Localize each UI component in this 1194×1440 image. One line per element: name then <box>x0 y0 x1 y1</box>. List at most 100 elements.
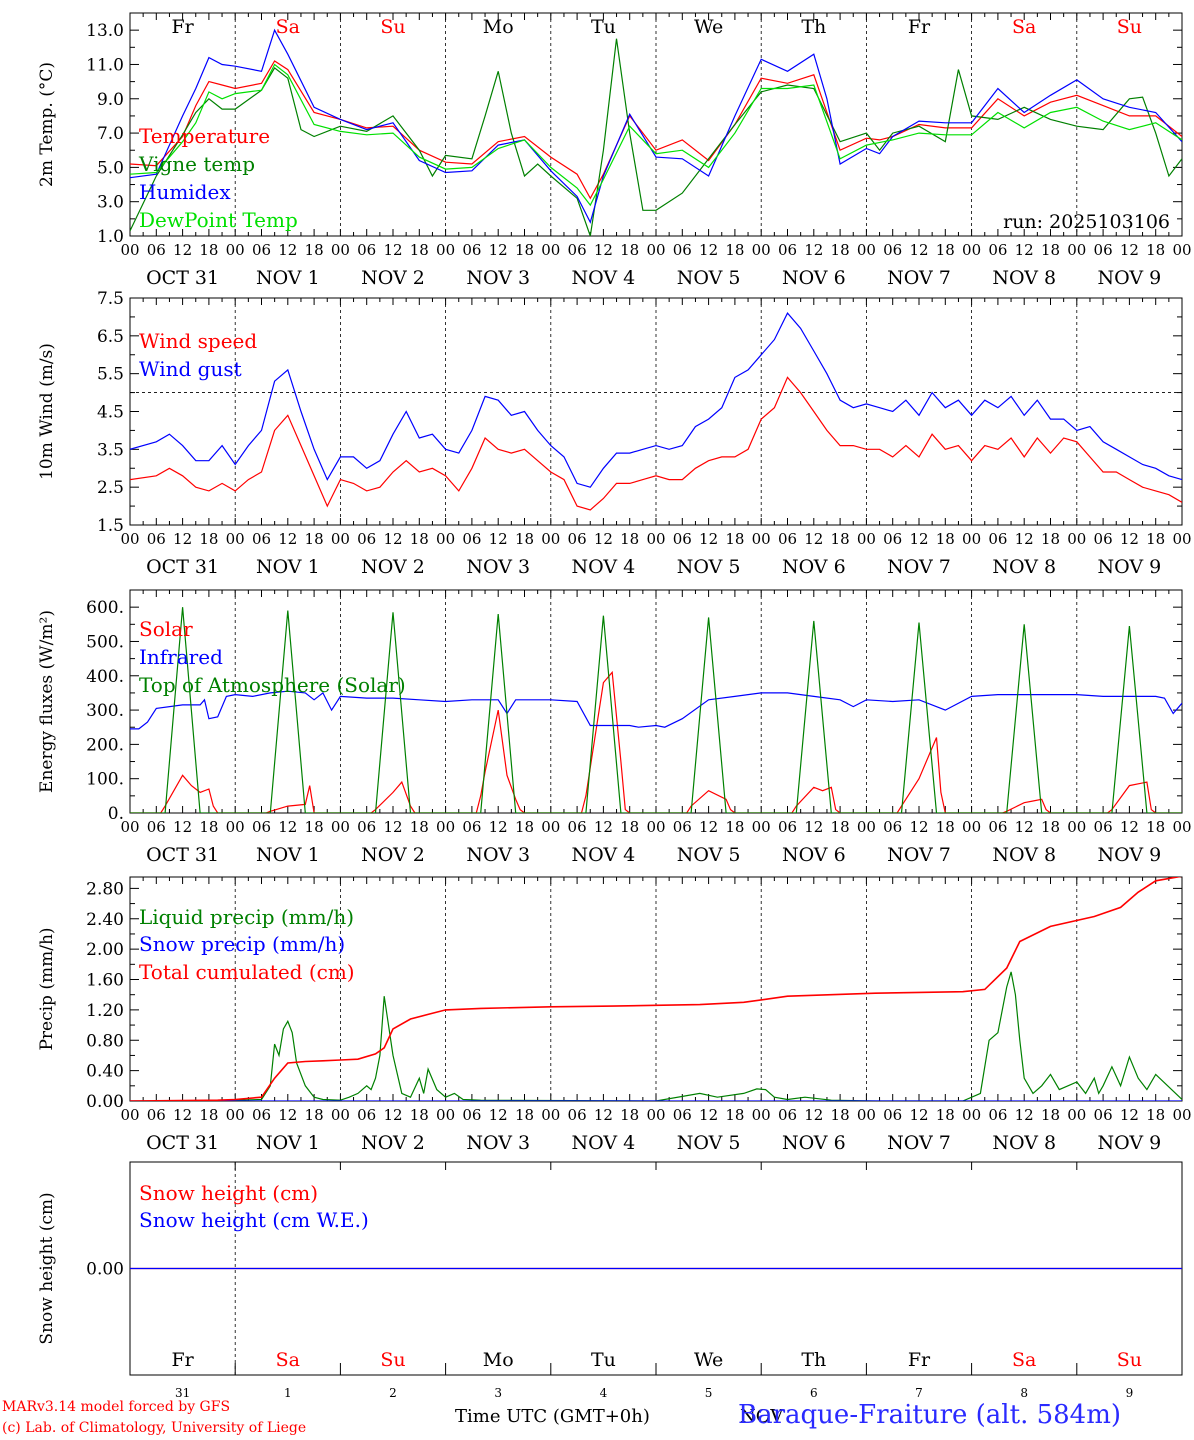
hour-label: 00 <box>752 530 771 548</box>
hour-label: 12 <box>383 1106 402 1124</box>
hour-label: 06 <box>147 818 166 836</box>
legend-snow-height-cm-: Snow height (cm) <box>139 1181 318 1205</box>
day-number-label: 9 <box>1126 1386 1134 1400</box>
hour-label: 18 <box>515 241 534 259</box>
hour-label: 00 <box>962 530 981 548</box>
hour-label: 18 <box>831 530 850 548</box>
weekday-label-top: Mo <box>483 16 514 38</box>
series-group <box>130 312 1182 511</box>
date-label: OCT 31 <box>146 1132 219 1154</box>
hour-label: 12 <box>909 530 928 548</box>
hour-label: 12 <box>909 1106 928 1124</box>
hour-label: 18 <box>1146 818 1165 836</box>
hour-label: 06 <box>568 818 587 836</box>
date-label: NOV 6 <box>782 267 846 289</box>
hour-label: 18 <box>620 818 639 836</box>
hour-label: 00 <box>857 1106 876 1124</box>
hour-label: 06 <box>357 241 376 259</box>
hour-label: 06 <box>673 818 692 836</box>
weekday-label-bottom: Tu <box>591 1349 616 1371</box>
hour-label: 00 <box>436 818 455 836</box>
hour-label: 18 <box>305 241 324 259</box>
y-tick-label: 7.5 <box>97 289 124 309</box>
weekday-label-top: Fr <box>171 16 194 38</box>
weekday-label-bottom: Mo <box>483 1349 514 1371</box>
y-tick-label: 0.00 <box>86 1260 124 1280</box>
hour-label: 06 <box>673 241 692 259</box>
hour-label: 12 <box>699 818 718 836</box>
hour-label: 00 <box>646 241 665 259</box>
hour-label: 00 <box>120 1106 139 1124</box>
series-line-dewpoint-temp <box>130 63 1182 207</box>
hour-label: 00 <box>857 818 876 836</box>
y-axis-label: 10m Wind (m/s) <box>37 343 57 480</box>
hour-label: 00 <box>120 530 139 548</box>
series-line-humidex <box>130 28 1182 224</box>
hour-label: 18 <box>620 530 639 548</box>
hour-label: 12 <box>909 241 928 259</box>
hour-label: 18 <box>936 530 955 548</box>
y-tick-label: 2.40 <box>86 910 124 930</box>
weekday-label-bottom: Fr <box>908 1349 931 1371</box>
date-label: NOV 3 <box>466 844 530 866</box>
legend-snow-precip-mm-h-: Snow precip (mm/h) <box>139 932 345 956</box>
y-tick-label: 9.0 <box>97 90 124 110</box>
hour-label: 12 <box>1120 1106 1139 1124</box>
weekday-label-top: Sa <box>1012 16 1036 38</box>
day-number-label: 3 <box>494 1386 502 1400</box>
hour-label: 18 <box>410 818 429 836</box>
date-label: OCT 31 <box>146 267 219 289</box>
date-label: NOV 6 <box>782 556 846 578</box>
hour-label: 06 <box>568 241 587 259</box>
hour-label: 06 <box>462 530 481 548</box>
hour-label: 06 <box>252 1106 271 1124</box>
y-tick-label: 1.0 <box>97 227 124 247</box>
hour-label: 18 <box>305 1106 324 1124</box>
date-label: NOV 4 <box>572 556 636 578</box>
y-tick-label: 400. <box>86 667 124 687</box>
day-number-label: 2 <box>389 1386 397 1400</box>
legend-humidex: Humidex <box>139 180 231 204</box>
hour-label: 12 <box>489 530 508 548</box>
hour-label: 12 <box>278 818 297 836</box>
hour-label: 12 <box>594 818 613 836</box>
hour-label: 18 <box>725 530 744 548</box>
hour-label: 12 <box>804 1106 823 1124</box>
hour-label: 06 <box>568 530 587 548</box>
hour-label: 18 <box>515 818 534 836</box>
hour-label: 12 <box>173 530 192 548</box>
hour-label: 00 <box>752 1106 771 1124</box>
legend-wind-speed: Wind speed <box>139 329 257 353</box>
hour-label: 00 <box>120 818 139 836</box>
hour-label: 00 <box>857 241 876 259</box>
y-tick-label: 500. <box>86 632 124 652</box>
hour-label: 00 <box>1067 818 1086 836</box>
hour-label: 18 <box>199 1106 218 1124</box>
legend-dewpoint-temp: DewPoint Temp <box>139 208 298 232</box>
hour-label: 00 <box>646 818 665 836</box>
hour-label: 06 <box>462 241 481 259</box>
hour-label: 18 <box>725 818 744 836</box>
date-label: NOV 9 <box>1098 1132 1162 1154</box>
weekday-label-bottom: Su <box>380 1349 405 1371</box>
hour-label: 06 <box>252 530 271 548</box>
hour-label: 12 <box>699 530 718 548</box>
hour-label: 06 <box>147 1106 166 1124</box>
weekday-label-top: Sa <box>276 16 300 38</box>
hour-label: 00 <box>962 241 981 259</box>
y-tick-label: 1.5 <box>97 516 124 536</box>
y-tick-label: 4.5 <box>97 403 124 423</box>
date-label: NOV 1 <box>256 1132 320 1154</box>
y-tick-label: 0.80 <box>86 1031 124 1051</box>
date-label: NOV 6 <box>782 844 846 866</box>
date-label: NOV 9 <box>1098 556 1162 578</box>
hour-label: 06 <box>357 818 376 836</box>
hour-label: 12 <box>1120 818 1139 836</box>
hour-label: 06 <box>988 530 1007 548</box>
hour-label: 12 <box>173 1106 192 1124</box>
hour-label: 18 <box>410 1106 429 1124</box>
date-label: NOV 7 <box>887 1132 951 1154</box>
hour-label: 00 <box>1067 1106 1086 1124</box>
hour-label: 06 <box>778 241 797 259</box>
hour-label: 12 <box>278 1106 297 1124</box>
